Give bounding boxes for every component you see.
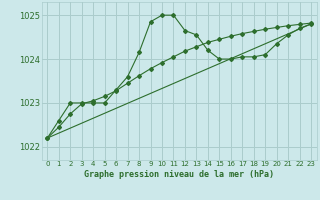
X-axis label: Graphe pression niveau de la mer (hPa): Graphe pression niveau de la mer (hPa) [84, 170, 274, 179]
